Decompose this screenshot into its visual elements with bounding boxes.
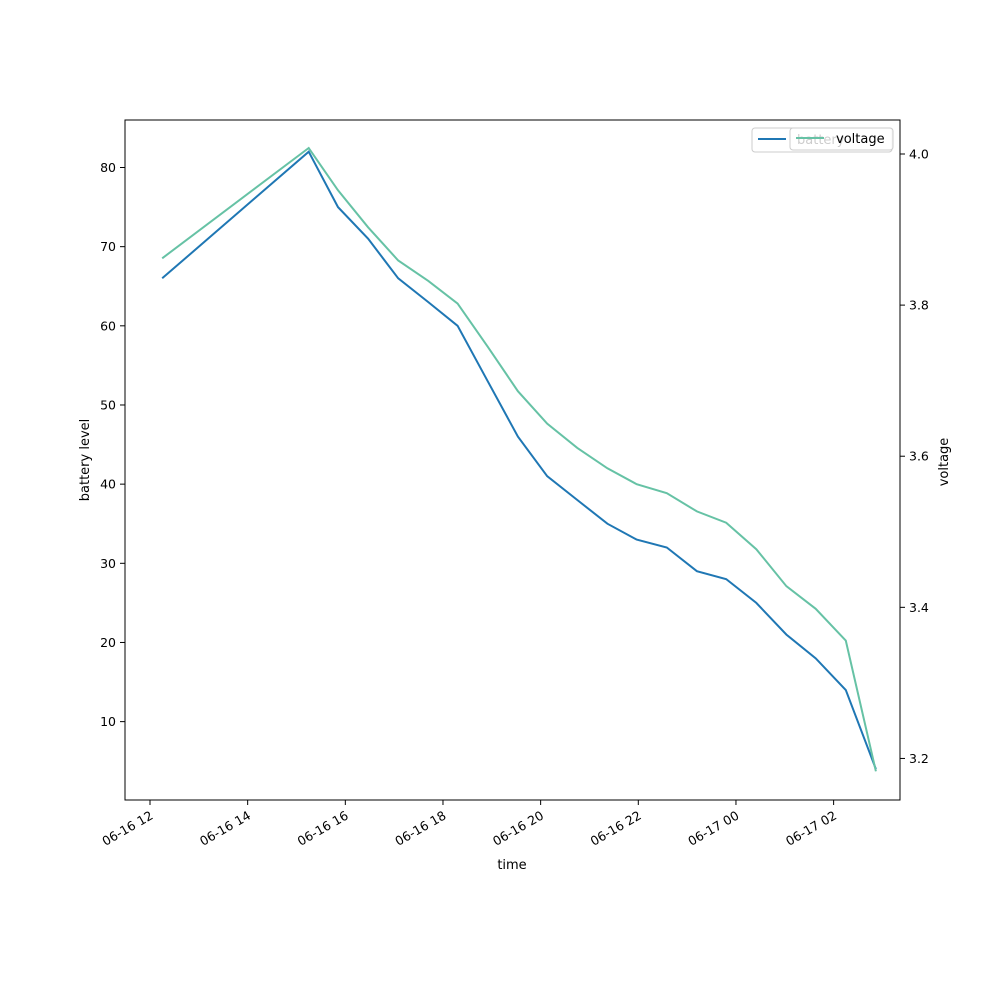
left-y-tick-label: 70 [100,239,116,254]
legend-voltage-box [789,127,894,151]
left-y-axis-label: battery level [78,419,93,502]
left-y-tick-label: 30 [100,556,116,571]
legend-voltage: voltage [789,127,894,151]
left-y-tick-label: 40 [100,477,116,492]
left-y-tick-label: 50 [100,397,116,412]
x-tick-label: 06-16 18 [392,808,448,849]
battery-series-line [161,150,877,770]
right-y-tick-label: 3.2 [909,751,929,766]
x-tick-label: 06-16 20 [490,808,546,849]
right-y-tick-label: 4.0 [909,147,929,162]
plot-frame [124,119,901,801]
x-tick-label: 06-16 16 [295,808,351,849]
x-tick-label: 06-17 00 [685,808,741,849]
right-y-tick-label: 3.4 [909,600,929,615]
left-y-tick-label: 80 [100,160,116,175]
right-y-tick-label: 3.8 [909,298,929,313]
voltage-series-line [161,146,877,772]
x-tick-label: 06-16 14 [197,808,253,849]
plot-area [161,146,877,772]
right-y-axis: 3.2 3.4 3.6 3.8 4.0 [900,147,929,766]
right-y-tick-label: 3.6 [909,449,929,464]
left-y-tick-label: 10 [100,714,116,729]
x-tick-label: 06-16 12 [99,808,155,849]
x-axis-label: time [497,858,526,873]
right-y-axis-label: voltage [937,438,952,487]
x-axis: 06-16 12 06-16 14 06-16 16 06-16 18 06-16 20… [99,800,839,849]
left-y-tick-label: 20 [100,635,116,650]
legend-voltage-label: voltage [836,132,885,147]
x-tick-label: 06-16 22 [588,808,644,849]
x-tick-label: 06-17 02 [783,808,839,849]
left-y-tick-label: 60 [100,318,116,333]
left-y-axis: 10 20 30 40 50 60 70 80 [100,160,125,729]
